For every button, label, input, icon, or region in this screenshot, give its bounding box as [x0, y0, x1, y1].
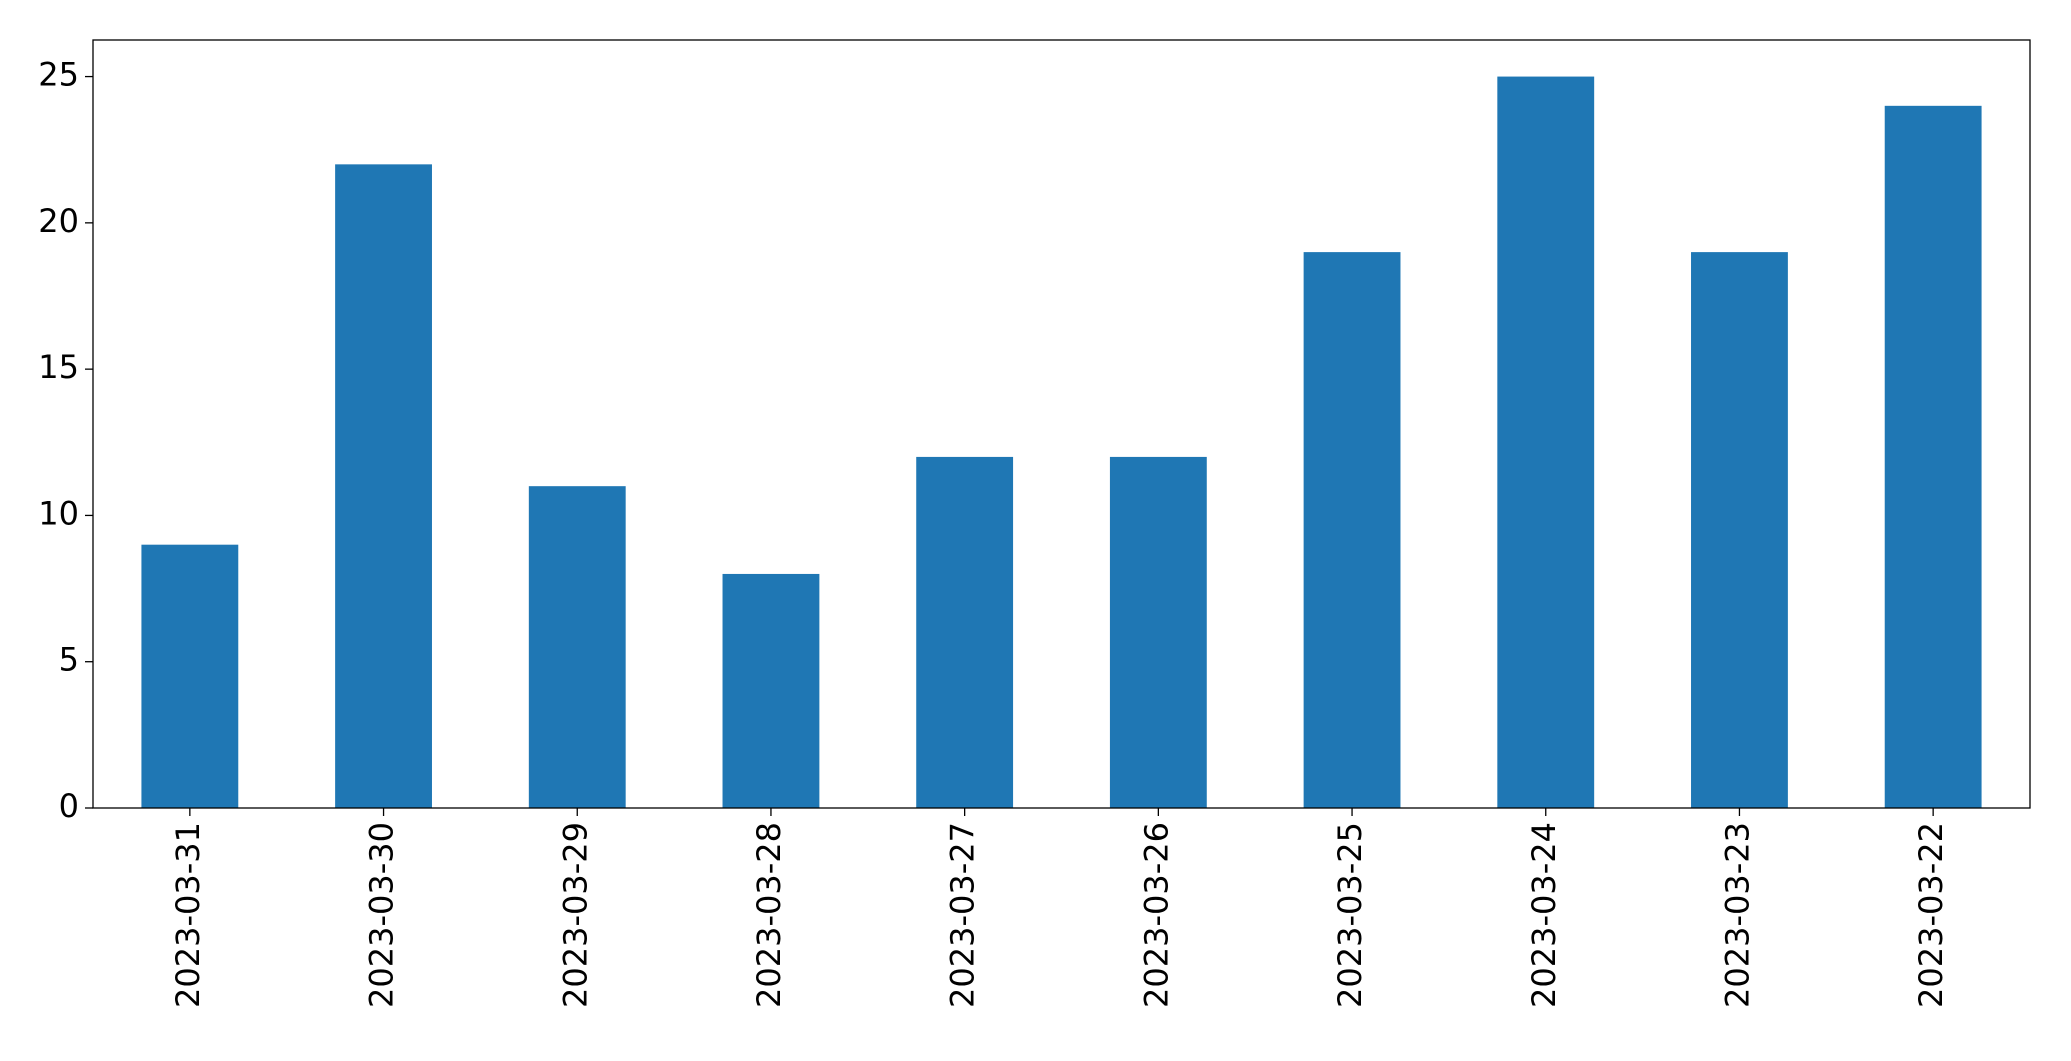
- bar: [1691, 252, 1788, 809]
- y-tick-label: 25: [38, 56, 79, 94]
- plot-frame: [92, 39, 2031, 809]
- x-tick-label: 2023-03-22: [1912, 822, 1950, 1008]
- y-tick-label: 15: [38, 348, 79, 386]
- x-tick-label: 2023-03-26: [1137, 822, 1175, 1008]
- bar: [1303, 252, 1401, 809]
- y-tick-label: 0: [59, 787, 79, 825]
- x-tick-label: 2023-03-24: [1525, 822, 1563, 1008]
- x-tick-label: 2023-03-23: [1718, 822, 1756, 1008]
- x-tick-label: 2023-03-28: [750, 822, 788, 1008]
- bar: [916, 456, 1014, 808]
- bar: [528, 486, 626, 808]
- bar: [141, 544, 239, 808]
- x-tick-label: 2023-03-30: [363, 822, 401, 1008]
- x-tick-label: 2023-03-31: [169, 822, 207, 1008]
- bar: [722, 573, 820, 808]
- x-tick-label: 2023-03-27: [944, 822, 982, 1008]
- x-tick-label: 2023-03-29: [556, 822, 594, 1008]
- y-tick-label: 20: [38, 202, 79, 240]
- bar: [1497, 76, 1595, 809]
- bar: [335, 164, 432, 809]
- bar: [1109, 456, 1207, 808]
- x-tick-label: 2023-03-25: [1331, 822, 1369, 1008]
- y-tick-label: 10: [38, 494, 79, 532]
- y-tick-label: 5: [59, 641, 79, 679]
- bar: [1884, 105, 1982, 809]
